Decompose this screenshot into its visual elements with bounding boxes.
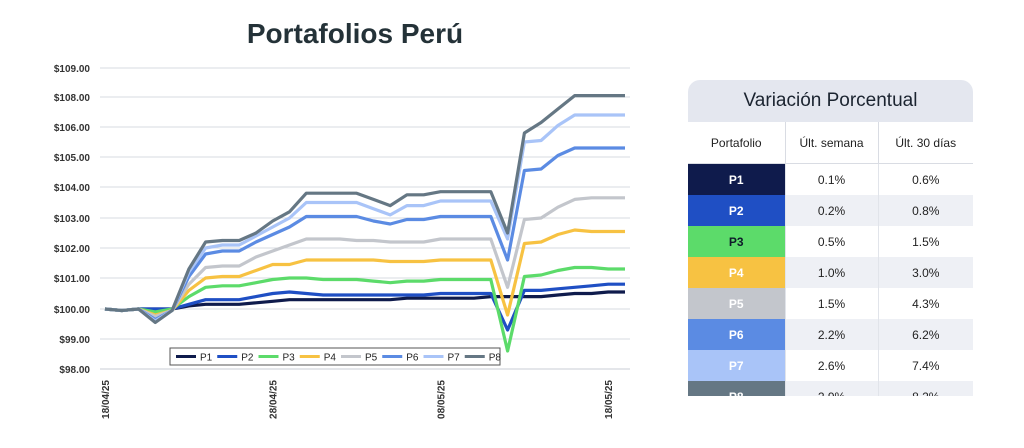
variation-panel: Variación Porcentual Portafolio Últ. sem… bbox=[688, 80, 973, 396]
portfolio-cell: P8 bbox=[688, 381, 785, 396]
series-line-p1 bbox=[104, 290, 625, 313]
y-tick-label: $109.00 bbox=[54, 64, 91, 75]
header-ult-semana: Últ. semana bbox=[784, 122, 878, 164]
week-change-cell: 1.5% bbox=[784, 288, 878, 319]
x-tick-label: 28/04/25 bbox=[269, 380, 280, 419]
variation-table: Portafolio Últ. semana Últ. 30 días P1 0.… bbox=[688, 122, 973, 396]
month-change-cell: 4.3% bbox=[877, 288, 973, 319]
month-change-cell: 0.8% bbox=[877, 195, 973, 226]
week-change-cell: 2.2% bbox=[784, 319, 878, 350]
variation-header-row: Portafolio Últ. semana Últ. 30 días bbox=[688, 122, 973, 164]
legend-label-p4: P4 bbox=[324, 353, 337, 364]
portfolio-cell: P3 bbox=[688, 226, 785, 257]
y-tick-label: $102.00 bbox=[54, 244, 91, 255]
y-tick-label: $98.00 bbox=[59, 365, 90, 376]
portfolio-cell: P7 bbox=[688, 350, 785, 381]
x-tick-label: 08/05/25 bbox=[436, 380, 447, 419]
x-axis-ticks: 18/04/25 28/04/25 08/05/25 18/05/25 bbox=[101, 380, 615, 419]
series-line-p6 bbox=[104, 146, 625, 322]
series-line-p5 bbox=[104, 196, 625, 319]
series-line-p8 bbox=[104, 93, 625, 325]
legend-box bbox=[169, 347, 501, 366]
y-tick-label: $99.00 bbox=[59, 335, 90, 346]
legend-label-p2: P2 bbox=[241, 353, 254, 364]
variation-row-p8: P82.9%8.2% bbox=[688, 381, 973, 396]
month-change-cell: 7.4% bbox=[877, 350, 973, 381]
variation-title: Variación Porcentual bbox=[688, 80, 973, 122]
portfolio-cell: P6 bbox=[688, 319, 785, 350]
week-change-cell: 1.0% bbox=[784, 257, 878, 288]
portfolio-cell: P1 bbox=[688, 163, 785, 195]
month-change-cell: 6.2% bbox=[877, 319, 973, 350]
header-ult-30-dias: Últ. 30 días bbox=[877, 122, 973, 164]
series-line-p2 bbox=[104, 282, 625, 332]
portfolio-cell: P4 bbox=[688, 257, 785, 288]
variation-row-p7: P7 2.6% 7.4% bbox=[688, 350, 973, 381]
portfolio-cell: P2 bbox=[688, 195, 785, 226]
y-tick-label: $105.00 bbox=[54, 153, 91, 164]
chart-title: Portafolios Perú bbox=[246, 18, 464, 49]
x-tick-label: 18/04/25 bbox=[101, 380, 112, 419]
legend-label-p8: P8 bbox=[489, 353, 502, 364]
month-change-cell: 3.0% bbox=[877, 257, 973, 288]
legend-label-p1: P1 bbox=[200, 353, 213, 364]
series-lines bbox=[104, 93, 625, 353]
variation-row-p4: P4 1.0% 3.0% bbox=[688, 257, 973, 288]
y-axis-ticks: $109.00 $108.00 $106.00 $105.00 $104.00 $103.… bbox=[54, 64, 91, 376]
week-change-cell: 0.1% bbox=[784, 163, 878, 195]
variation-row-p6: P6 2.2% 6.2% bbox=[688, 319, 973, 350]
x-tick-label: 18/05/25 bbox=[604, 380, 615, 419]
legend-label-p3: P3 bbox=[283, 353, 296, 364]
y-tick-label: $108.00 bbox=[54, 93, 91, 104]
series-line-p3 bbox=[104, 265, 625, 353]
legend-label-p6: P6 bbox=[406, 353, 419, 364]
variation-row-p5: P5 1.5% 4.3% bbox=[688, 288, 973, 319]
y-tick-label: $103.00 bbox=[54, 214, 91, 225]
line-chart: $109.00 $108.00 $106.00 $105.00 $104.00 $103.… bbox=[54, 64, 630, 419]
month-change-cell: 8.2% bbox=[877, 381, 973, 396]
week-change-cell: 2.9% bbox=[784, 381, 878, 396]
week-change-cell: 0.5% bbox=[784, 226, 878, 257]
week-change-cell: 2.6% bbox=[784, 350, 878, 381]
variation-row-p2: P2 0.2% 0.8% bbox=[688, 195, 973, 226]
y-tick-label: $101.00 bbox=[54, 274, 91, 285]
series-line-p7 bbox=[104, 113, 625, 323]
week-change-cell: 0.2% bbox=[784, 195, 878, 226]
legend: P1 P2 P3 P4 P5 P6 P7 P8 bbox=[169, 347, 502, 366]
month-change-cell: 0.6% bbox=[877, 163, 973, 195]
y-tick-label: $100.00 bbox=[54, 305, 91, 316]
y-tick-label: $104.00 bbox=[54, 183, 91, 194]
legend-label-p5: P5 bbox=[365, 353, 378, 364]
month-change-cell: 1.5% bbox=[877, 226, 973, 257]
variation-row-p3: P3 0.5% 1.5% bbox=[688, 226, 973, 257]
header-portafolio: Portafolio bbox=[688, 122, 785, 164]
portfolio-cell: P5 bbox=[688, 288, 785, 319]
series-line-p4 bbox=[104, 228, 625, 317]
y-tick-label: $106.00 bbox=[54, 123, 91, 134]
legend-label-p7: P7 bbox=[448, 353, 461, 364]
variation-row-p1: P1 0.1% 0.6% bbox=[688, 163, 973, 195]
